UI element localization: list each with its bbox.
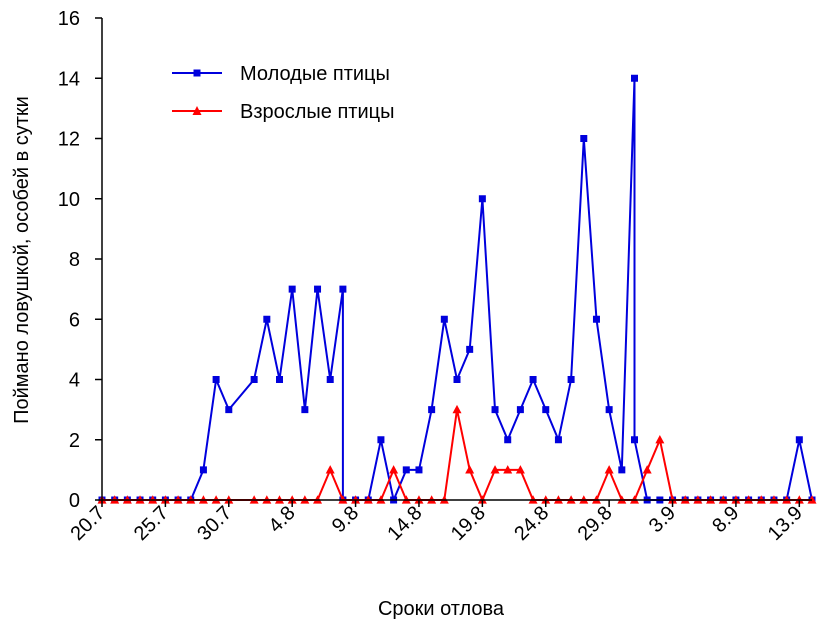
data-point	[377, 436, 385, 444]
x-tick-label: 19.8	[447, 502, 490, 545]
data-point	[428, 406, 436, 414]
y-axis-title: Поймано ловушкой, особей в сутки	[11, 96, 33, 424]
legend-label: Молодые птицы	[240, 63, 390, 85]
data-point	[314, 285, 322, 293]
y-tick-label: 0	[69, 490, 80, 512]
series-line	[102, 409, 812, 503]
data-point	[490, 465, 500, 474]
data-point	[516, 406, 524, 414]
x-tick-label: 8.9	[708, 502, 743, 537]
data-point	[452, 404, 462, 414]
legend-entry: Взрослые птицы	[172, 101, 394, 123]
data-point	[631, 74, 638, 82]
data-point	[529, 376, 537, 383]
data-point	[325, 465, 335, 474]
data-point	[288, 285, 296, 293]
legend-entry: Молодые птицы	[172, 63, 390, 85]
y-tick-label: 6	[69, 309, 80, 331]
series-layer	[97, 74, 817, 504]
data-point	[618, 466, 626, 474]
series-young-birds	[98, 74, 816, 504]
data-point	[567, 376, 575, 383]
data-point	[503, 465, 513, 474]
legend-marker	[193, 69, 201, 77]
data-point	[466, 345, 474, 353]
data-point	[250, 376, 258, 383]
y-tick-label: 4	[69, 370, 80, 392]
data-point	[580, 135, 588, 142]
x-tick-label: 4.8	[264, 502, 299, 537]
y-tick-label: 14	[58, 68, 80, 90]
data-point	[465, 465, 475, 474]
x-tick-label: 25.7	[130, 502, 173, 545]
y-tick-label: 16	[58, 8, 80, 30]
data-point	[604, 465, 614, 474]
y-tick-label: 8	[69, 249, 80, 271]
data-point	[212, 376, 220, 383]
data-point	[263, 315, 271, 323]
data-point	[504, 436, 512, 444]
x-tick-label: 3.9	[645, 502, 680, 537]
data-point	[491, 406, 499, 414]
y-tick-label: 2	[69, 430, 80, 452]
legend-label: Взрослые птицы	[240, 101, 394, 123]
legend-marker	[192, 106, 202, 115]
series-line	[102, 78, 813, 504]
x-tick-label: 24.8	[510, 502, 553, 545]
y-tick-label: 10	[58, 189, 80, 211]
data-point	[515, 465, 525, 474]
x-tick-label: 9.8	[328, 502, 363, 537]
y-tick-label: 12	[58, 129, 80, 151]
x-axis-title: Сроки отлова	[378, 598, 505, 620]
data-point	[478, 195, 486, 203]
x-tick-label: 29.8	[574, 502, 617, 545]
data-point	[795, 436, 803, 444]
x-tick-label: 13.9	[764, 502, 807, 545]
data-point	[339, 285, 347, 293]
data-point	[642, 465, 652, 474]
data-point	[326, 376, 334, 383]
data-point	[655, 434, 665, 444]
data-point	[440, 315, 448, 323]
data-point	[554, 436, 562, 444]
data-point	[631, 436, 638, 444]
data-point	[225, 406, 233, 414]
data-point	[605, 406, 613, 414]
data-point	[415, 466, 423, 474]
data-point	[453, 376, 461, 383]
x-tick-label: 30.7	[193, 502, 236, 545]
data-point	[592, 315, 600, 323]
data-point	[542, 406, 550, 414]
data-point	[276, 376, 283, 383]
data-point	[301, 406, 309, 414]
data-point	[389, 465, 399, 474]
legend: Молодые птицы Взрослые птицы	[172, 63, 394, 123]
x-tick-label: 14.8	[383, 502, 426, 545]
data-point	[402, 466, 410, 474]
data-point	[199, 466, 207, 474]
